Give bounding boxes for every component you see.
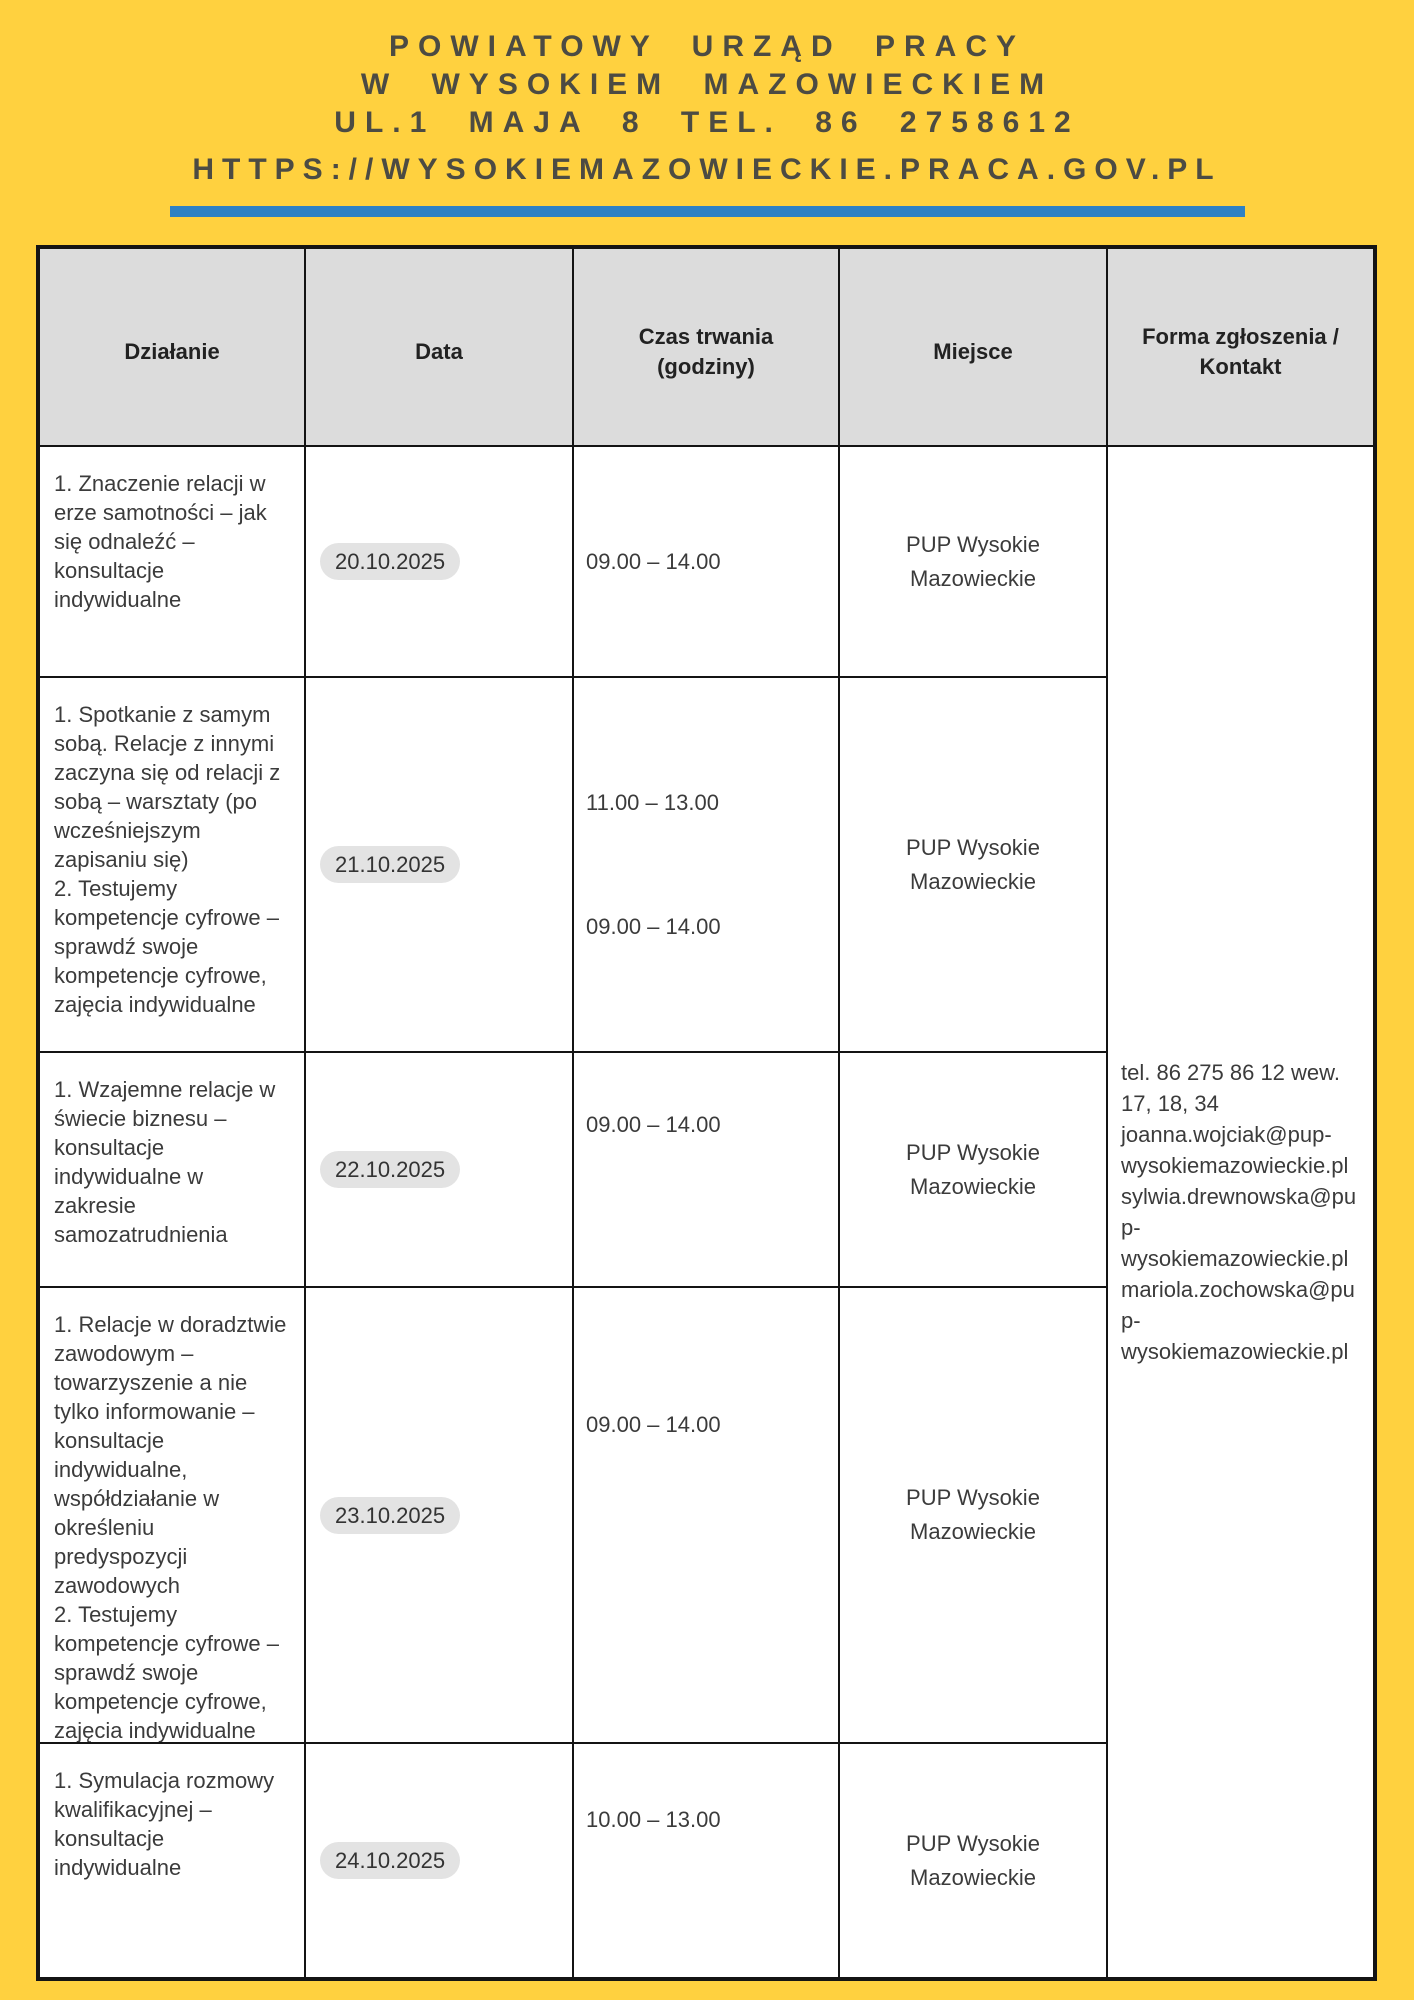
header-divider-rule bbox=[169, 206, 1245, 217]
col-header-date: Data bbox=[306, 249, 574, 447]
time-cell-row3: 09.00 – 14.00 bbox=[574, 1053, 840, 1288]
org-name-line-2: W WYSOKIEM MAZOWIECKIEM bbox=[360, 68, 1054, 101]
activity-cell-row2: 1. Spotkanie z samym sobą. Relacje z inn… bbox=[40, 678, 306, 1053]
place-cell-row4: PUP Wysokie Mazowieckie bbox=[840, 1288, 1108, 1744]
col-header-duration: Czas trwania (godziny) bbox=[574, 249, 840, 447]
place-cell-row3: PUP Wysokie Mazowieckie bbox=[840, 1053, 1108, 1288]
place-cell-row1: PUP Wysokie Mazowieckie bbox=[840, 447, 1108, 678]
date-pill-row4: 23.10.2025 bbox=[320, 1496, 461, 1534]
date-cell-row3: 22.10.2025 bbox=[306, 1053, 574, 1288]
col-header-contact: Forma zgłoszenia / Kontakt bbox=[1108, 249, 1373, 447]
activity-cell-row1: 1. Znaczenie relacji w erze samotności –… bbox=[40, 447, 306, 678]
org-name-line-1: POWIATOWY URZĄD PRACY bbox=[388, 30, 1025, 63]
time-value-row4: 09.00 – 14.00 bbox=[586, 1412, 721, 1437]
org-address-line: UL.1 MAJA 8 TEL. 86 2758612 bbox=[334, 106, 1080, 139]
date-cell-row2: 21.10.2025 bbox=[306, 678, 574, 1053]
time-value-row3: 09.00 – 14.00 bbox=[586, 1112, 721, 1137]
place-cell-row5: PUP Wysokie Mazowieckie bbox=[840, 1744, 1108, 1977]
activity-cell-row4: 1. Relacje w doradztwie zawodowym – towa… bbox=[40, 1288, 306, 1744]
activity-cell-row3: 1. Wzajemne relacje w świecie biznesu – … bbox=[40, 1053, 306, 1288]
col-header-activity: Działanie bbox=[40, 249, 306, 447]
date-cell-row4: 23.10.2025 bbox=[306, 1288, 574, 1744]
time-value-row1: 09.00 – 14.00 bbox=[586, 549, 721, 574]
flyer-header: POWIATOWY URZĄD PRACY W WYSOKIEM MAZOWIE… bbox=[0, 0, 1414, 217]
date-pill-row1: 20.10.2025 bbox=[320, 543, 461, 580]
activity-cell-row5: 1. Symulacja rozmowy kwalifikacyjnej – k… bbox=[40, 1744, 306, 1977]
date-pill-row5: 24.10.2025 bbox=[320, 1842, 461, 1879]
time-cell-row2: 11.00 – 13.00 09.00 – 14.00 bbox=[574, 678, 840, 1053]
org-website-url: HTTPS://WYSOKIEMAZOWIECKIE.PRACA.GOV.PL bbox=[192, 153, 1222, 186]
contact-cell: tel. 86 275 86 12 wew. 17, 18, 34 joanna… bbox=[1121, 1060, 1357, 1364]
time-value-row5: 10.00 – 13.00 bbox=[586, 1807, 721, 1832]
schedule-table: Działanie Data Czas trwania (godziny) Mi… bbox=[36, 245, 1377, 1981]
date-pill-row3: 22.10.2025 bbox=[320, 1151, 461, 1188]
date-cell-row1: 20.10.2025 bbox=[306, 447, 574, 678]
place-cell-row2: PUP Wysokie Mazowieckie bbox=[840, 678, 1108, 1053]
date-cell-row5: 24.10.2025 bbox=[306, 1744, 574, 1977]
time-cell-row4: 09.00 – 14.00 bbox=[574, 1288, 840, 1744]
time-cell-row5: 10.00 – 13.00 bbox=[574, 1744, 840, 1977]
col-header-place: Miejsce bbox=[840, 249, 1108, 447]
time-value-row2: 11.00 – 13.00 09.00 – 14.00 bbox=[586, 790, 721, 939]
time-cell-row1: 09.00 – 14.00 bbox=[574, 447, 840, 678]
date-pill-row2: 21.10.2025 bbox=[320, 846, 461, 883]
